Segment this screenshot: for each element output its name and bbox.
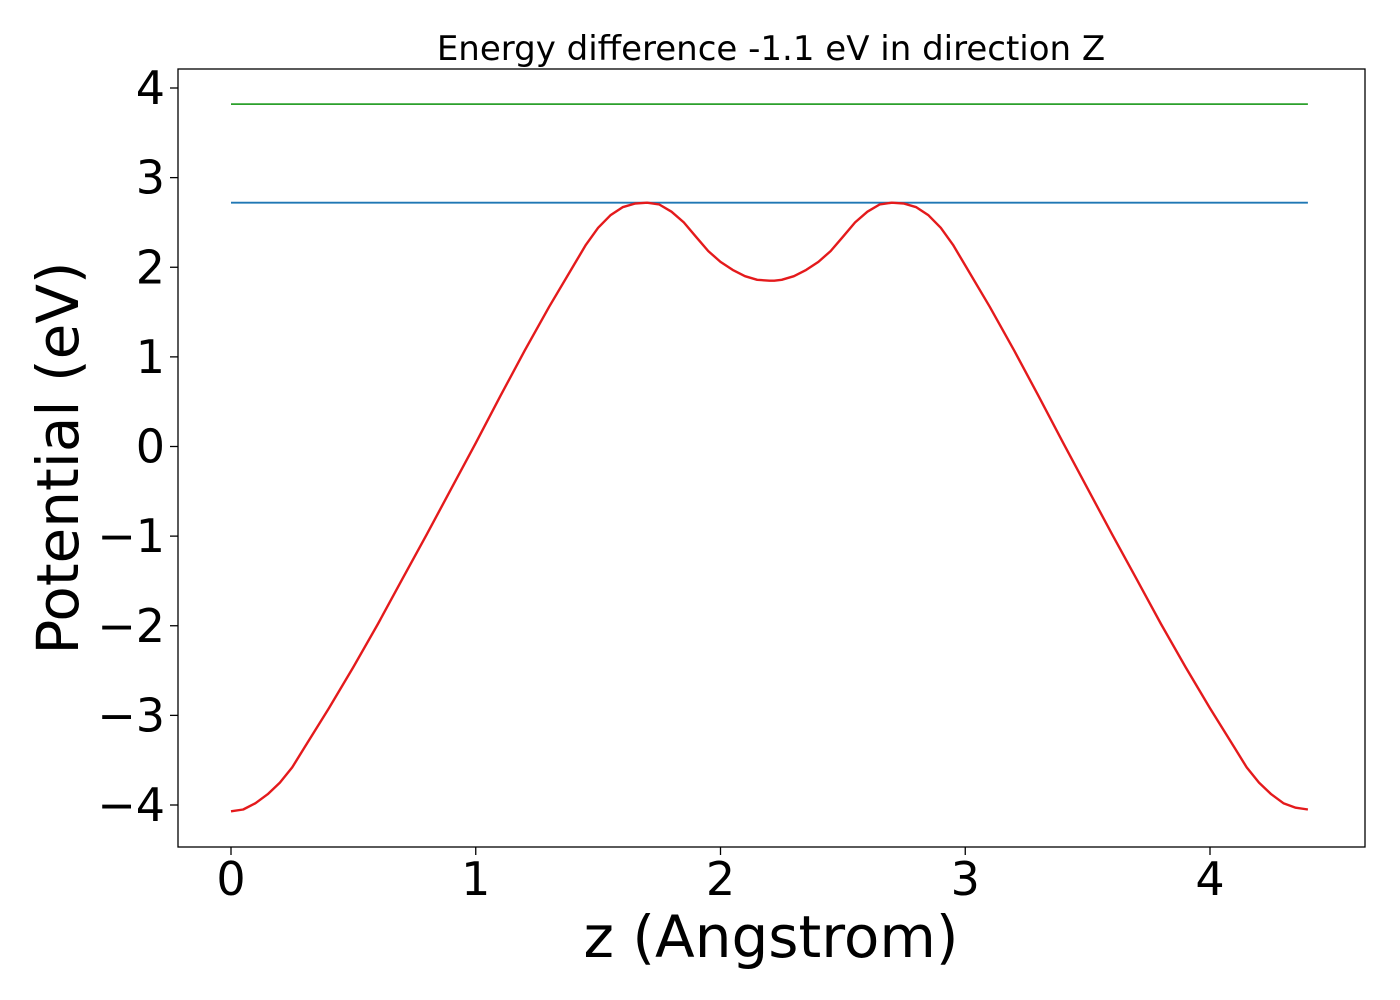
- x-tick-label: 1: [461, 852, 490, 906]
- y-tick-label: 3: [136, 151, 165, 205]
- plot-frame: [177, 68, 1366, 848]
- x-tick-label: 0: [216, 852, 245, 906]
- x-tick-label: 4: [1195, 852, 1224, 906]
- y-tick-label: 4: [136, 61, 165, 115]
- data-series: [230, 103, 1309, 813]
- chart-title: Energy difference -1.1 eV in direction Z: [437, 29, 1105, 69]
- x-tick-label: 2: [706, 852, 735, 906]
- x-axis-label: z (Angstrom): [584, 903, 959, 971]
- y-tick-label: −3: [97, 688, 165, 742]
- y-axis-label: Potential (eV): [24, 261, 92, 654]
- y-tick-label: −2: [97, 599, 165, 653]
- y-tick-label: 2: [136, 240, 165, 294]
- y-tick-label: −1: [97, 509, 165, 563]
- y-tick-label: −4: [97, 778, 165, 832]
- y-tick-label: 0: [136, 420, 165, 474]
- axis-ticks: 0 1 2 3 4 −4 −3 −2 −1 0 1 2 3 4: [97, 61, 1224, 906]
- series-line-3: [230, 201, 1309, 813]
- y-tick-label: 1: [136, 330, 165, 384]
- x-tick-label: 3: [951, 852, 980, 906]
